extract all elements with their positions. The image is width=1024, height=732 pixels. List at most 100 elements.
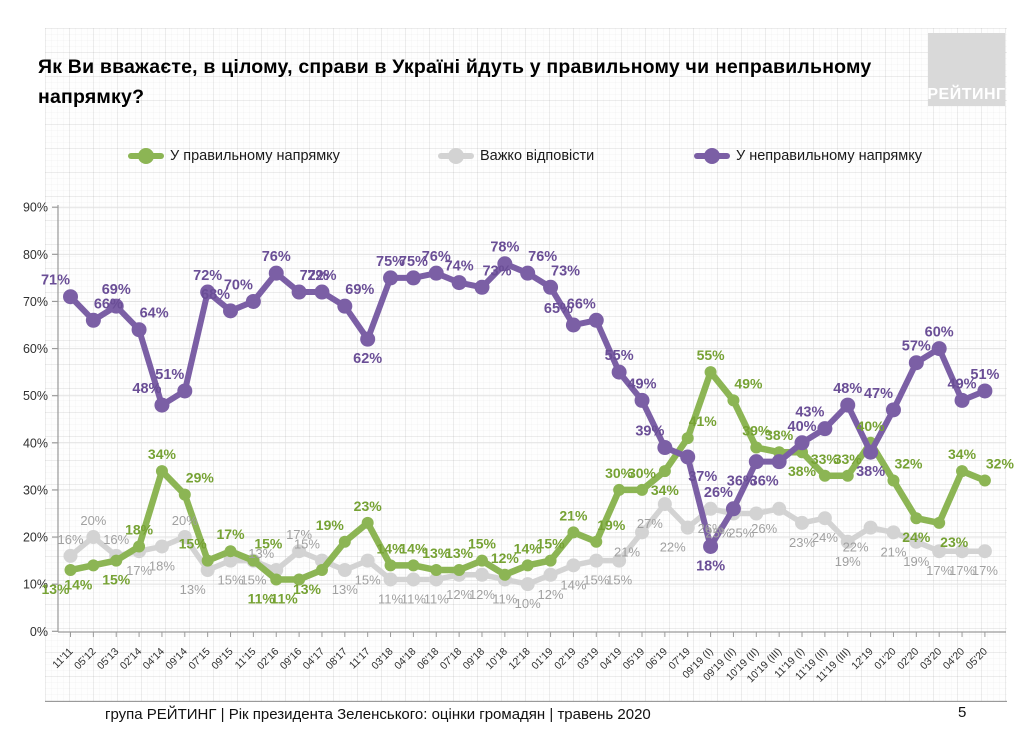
svg-text:41%: 41% — [689, 413, 718, 429]
svg-text:15%: 15% — [102, 572, 131, 588]
svg-text:07'18: 07'18 — [438, 646, 465, 673]
svg-text:32%: 32% — [894, 456, 923, 472]
svg-text:38%: 38% — [856, 464, 885, 480]
svg-text:36%: 36% — [750, 474, 779, 490]
svg-text:09'18: 09'18 — [461, 646, 488, 673]
svg-text:13%: 13% — [332, 582, 358, 597]
svg-text:13%: 13% — [422, 545, 451, 561]
svg-text:04'17: 04'17 — [301, 646, 328, 673]
svg-text:71%: 71% — [41, 273, 70, 289]
svg-text:43%: 43% — [795, 405, 824, 421]
legend-item-wrong-direction: У неправильному напрямку — [694, 144, 922, 168]
legend-marker-gray-icon — [438, 144, 474, 168]
series-right-direction-data-labels: 13%14% 15%18%34%29%15%17%15%11%11%13%19%2… — [41, 347, 1014, 606]
svg-text:47%: 47% — [864, 386, 893, 402]
svg-text:16%: 16% — [57, 532, 83, 547]
svg-text:64%: 64% — [140, 306, 169, 322]
svg-text:11%: 11% — [248, 590, 276, 606]
svg-text:26%: 26% — [698, 521, 724, 536]
svg-text:70%: 70% — [23, 295, 48, 309]
svg-text:17%: 17% — [972, 563, 998, 578]
svg-text:34%: 34% — [948, 446, 977, 462]
svg-text:11'15: 11'15 — [233, 646, 259, 672]
svg-text:80%: 80% — [23, 248, 48, 262]
svg-text:10'18: 10'18 — [484, 646, 511, 673]
svg-text:11%: 11% — [270, 590, 298, 606]
svg-text:13%: 13% — [248, 546, 274, 561]
svg-text:17%: 17% — [926, 563, 952, 578]
svg-text:34%: 34% — [148, 446, 177, 462]
svg-text:50%: 50% — [23, 389, 48, 403]
svg-text:03'18: 03'18 — [369, 646, 396, 673]
svg-text:72%: 72% — [300, 268, 329, 284]
svg-text:76%: 76% — [422, 249, 451, 265]
svg-text:17%: 17% — [949, 563, 975, 578]
chart-gridlines — [58, 206, 1006, 585]
rating-logo-text: РЕЙТИНГ — [927, 86, 1006, 103]
svg-text:11%: 11% — [401, 591, 426, 606]
legend-item-hard-to-say: Важко відповісти — [438, 144, 594, 168]
svg-text:04'20: 04'20 — [941, 646, 968, 673]
svg-text:51%: 51% — [155, 367, 184, 383]
svg-text:11%: 11% — [492, 591, 517, 606]
svg-text:09'14: 09'14 — [163, 646, 190, 673]
svg-text:72%: 72% — [193, 268, 222, 284]
svg-text:13%: 13% — [293, 581, 322, 597]
svg-text:15%: 15% — [537, 536, 566, 552]
svg-text:12%: 12% — [491, 550, 520, 566]
svg-text:72%: 72% — [307, 268, 336, 284]
svg-text:14%: 14% — [399, 540, 428, 556]
series-wrong-direction-line — [63, 256, 993, 554]
rating-logo: РЕЙТИНГ — [927, 33, 1006, 106]
svg-text:62%: 62% — [353, 351, 382, 367]
svg-text:10%: 10% — [23, 578, 48, 592]
svg-text:27%: 27% — [637, 516, 663, 531]
svg-text:24%: 24% — [812, 530, 838, 545]
legend-item-right-direction: У правильному напрямку — [128, 144, 340, 168]
svg-text:15%: 15% — [606, 573, 632, 588]
svg-text:18%: 18% — [125, 521, 154, 537]
legend-label-hard-to-say: Важко відповісти — [480, 148, 595, 164]
grid-background — [45, 28, 1007, 702]
legend-label-right-direction: У правильному напрямку — [170, 148, 340, 164]
svg-text:48%: 48% — [833, 381, 862, 397]
svg-text:40%: 40% — [788, 419, 817, 435]
svg-text:06'18: 06'18 — [415, 646, 442, 673]
svg-text:36%: 36% — [727, 474, 756, 490]
svg-text:49%: 49% — [734, 375, 763, 391]
svg-text:25%: 25% — [705, 525, 731, 540]
svg-text:11%: 11% — [378, 591, 403, 606]
svg-text:14%: 14% — [560, 577, 586, 592]
svg-text:38%: 38% — [765, 427, 794, 443]
svg-text:22%: 22% — [843, 540, 869, 555]
legend-marker-green-icon — [128, 144, 164, 168]
svg-text:14%: 14% — [377, 540, 406, 556]
svg-text:05'20: 05'20 — [964, 646, 991, 673]
svg-text:20%: 20% — [23, 531, 48, 545]
svg-text:15%: 15% — [294, 537, 320, 552]
svg-text:76%: 76% — [262, 249, 291, 265]
series-right-direction-line — [64, 366, 991, 586]
svg-text:55%: 55% — [697, 347, 726, 363]
svg-text:30%: 30% — [628, 465, 657, 481]
svg-text:33%: 33% — [811, 451, 840, 467]
svg-text:26%: 26% — [751, 521, 777, 536]
svg-text:75%: 75% — [399, 254, 428, 270]
svg-text:21%: 21% — [614, 544, 640, 559]
x-axis-labels: 11'1105'1205'1302'1404'1409'1407'1509'15… — [50, 646, 990, 686]
svg-text:19%: 19% — [903, 554, 929, 569]
svg-text:14%: 14% — [514, 540, 543, 556]
svg-text:66%: 66% — [567, 296, 596, 312]
svg-text:29%: 29% — [186, 470, 215, 486]
svg-text:74%: 74% — [445, 259, 474, 275]
svg-text:15%: 15% — [218, 573, 244, 588]
svg-text:04'14: 04'14 — [141, 646, 168, 673]
svg-text:15%: 15% — [179, 536, 208, 552]
y-axis-labels: 0% 10% 20% 30% 40% 50% 60% 70% 80% 90% — [23, 201, 48, 639]
svg-text:14%: 14% — [64, 576, 93, 592]
svg-text:30%: 30% — [605, 465, 634, 481]
svg-text:08'17: 08'17 — [324, 646, 351, 673]
page-title: Як Ви вважаєте, в цілому, справи в Украї… — [38, 56, 872, 108]
svg-text:25%: 25% — [728, 525, 754, 540]
svg-text:22%: 22% — [660, 540, 686, 555]
